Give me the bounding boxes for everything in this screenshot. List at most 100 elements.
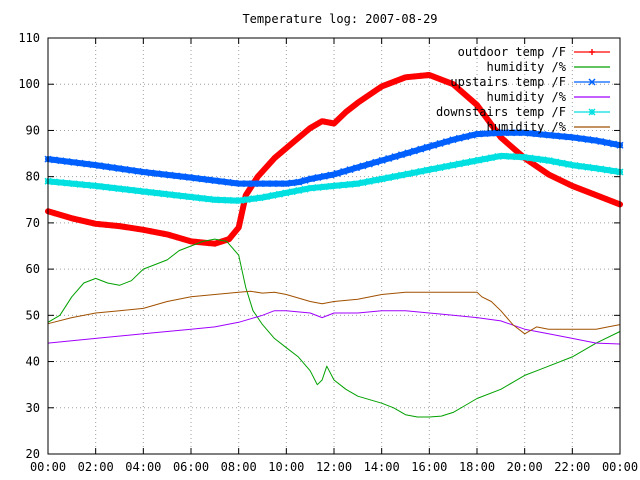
plot-frame [47,37,621,455]
data-point [565,160,573,168]
data-point [610,198,617,205]
data-point [610,140,618,148]
data-point [334,117,341,124]
x-tick-label: 22:00 [554,460,590,474]
data-point [288,179,296,187]
legend-entry: outdoor temp /F [458,45,610,59]
data-point [481,155,489,163]
data-point [70,180,78,188]
data-point [108,184,116,192]
data-point [590,136,598,144]
data-point [50,178,58,186]
data-point [391,153,399,161]
data-point [173,234,180,241]
data-point [160,230,167,237]
data-point [410,147,418,155]
data-point [340,181,348,189]
data-point [449,81,456,88]
data-point [237,196,245,204]
data-point [218,238,225,245]
axis-ticks: 20 30 40 50 60 70 80 90 100 110 00:00 02:00 04:00 06:… [18,31,638,474]
data-point [392,78,399,85]
series-1 [45,72,623,247]
data-point [559,177,566,184]
legend-entry: humidity /% [487,60,610,74]
data-point [89,161,97,169]
x-tick-label: 00:00 [602,460,638,474]
data-point [385,80,392,87]
data-point [513,153,521,161]
data-point [340,111,347,118]
data-point [295,178,303,186]
data-point [333,182,341,190]
data-point [154,229,161,236]
data-point [102,163,110,171]
data-point [50,156,58,164]
data-point [520,129,528,137]
data-point [507,129,515,137]
legend-label: humidity /% [487,90,567,104]
data-point [83,160,91,168]
data-point [186,237,193,244]
data-point [558,132,566,140]
data-point [552,158,560,166]
data-point [289,140,296,147]
data-point [282,145,289,152]
data-point [256,180,264,188]
data-point [366,91,373,98]
data-point [263,163,270,170]
data-point [140,188,148,196]
data-point [76,159,84,167]
series-6 [47,290,621,335]
data-point [147,188,155,196]
data-point [532,155,540,163]
data-point [320,172,328,180]
data-point [424,72,431,79]
data-point [455,134,463,142]
data-point [185,193,193,201]
x-tick-label: 18:00 [459,460,495,474]
data-point [198,194,206,202]
data-point [308,175,316,183]
x-tick-label: 10:00 [268,460,304,474]
data-point [192,174,200,182]
data-point [320,183,328,191]
data-point [552,174,559,181]
data-point [269,180,277,188]
data-point [70,158,78,166]
data-point [63,158,71,166]
data-point [121,185,129,193]
data-point [244,189,251,196]
data-point [404,170,412,178]
data-point [468,157,476,165]
data-point [475,130,483,138]
data-point [115,223,122,230]
series-line [47,290,621,335]
data-point [604,196,611,203]
data-point [134,187,142,195]
data-point [475,104,482,111]
data-point [423,166,431,174]
data-point [346,180,354,188]
y-tick-label: 50 [26,308,40,322]
data-point [128,186,136,194]
data-point [462,133,470,141]
data-point [610,167,618,175]
series-2 [47,238,621,418]
data-point [430,165,438,173]
chart-title: Temperature log: 2007-08-29 [242,12,437,26]
data-point [577,135,585,143]
data-point [327,171,335,179]
y-tick-label: 90 [26,123,40,137]
data-point [411,73,418,80]
legend-label: humidity /% [487,60,567,74]
data-point [205,240,212,247]
data-point [212,240,219,247]
data-point [327,119,334,126]
legend-entry: humidity /% [487,90,610,104]
data-point [578,186,585,193]
data-point [589,49,595,55]
data-point [513,129,521,137]
data-point [128,166,136,174]
data-point [218,196,226,204]
